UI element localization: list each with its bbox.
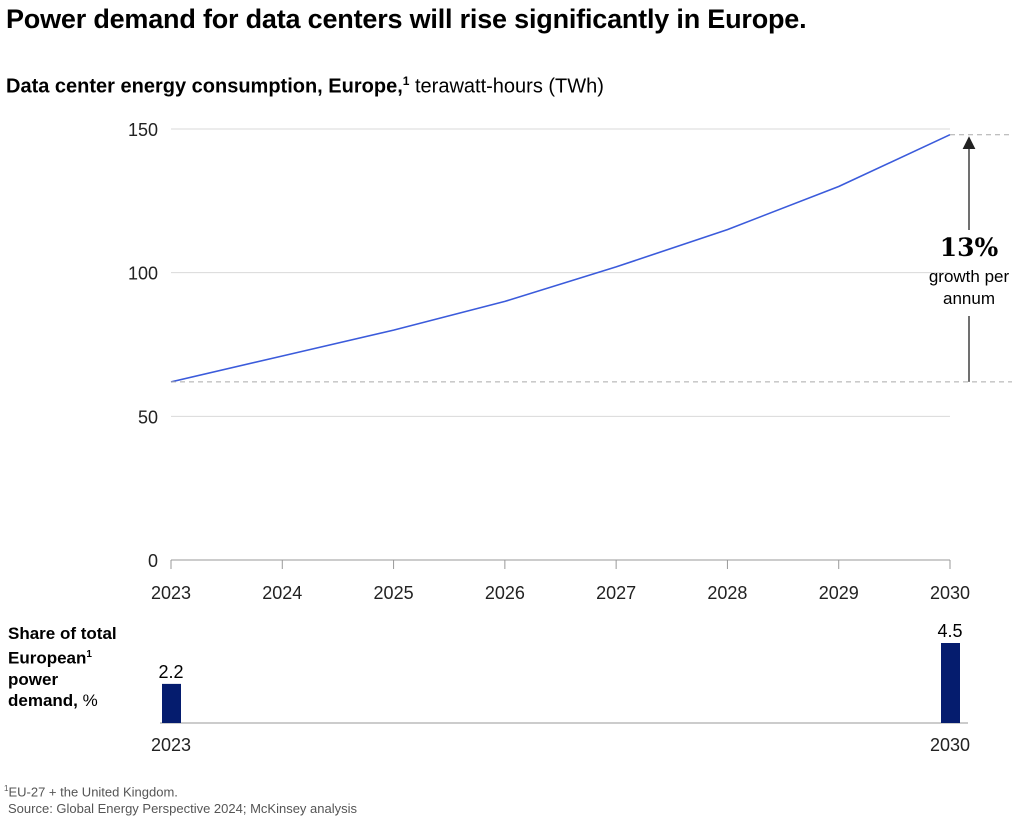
x-tick-label: 2025 bbox=[374, 583, 414, 603]
share-category-label: 2023 bbox=[151, 735, 191, 755]
x-tick-label: 2023 bbox=[151, 583, 191, 603]
share-title-line3: power bbox=[8, 669, 59, 689]
x-axis: 2023 2024 2025 2026 2027 2028 2029 2030 bbox=[151, 559, 970, 603]
share-value-label: 4.5 bbox=[937, 621, 962, 641]
subtitle-measure: Data center energy consumption, Europe, bbox=[6, 75, 403, 98]
grid-lines: 0 50 100 150 bbox=[128, 120, 950, 571]
x-tick-label: 2028 bbox=[707, 583, 747, 603]
x-tick-label: 2030 bbox=[930, 583, 970, 603]
chart-title: Power demand for data centers will rise … bbox=[6, 4, 807, 34]
x-tick-label: 2024 bbox=[262, 583, 302, 603]
y-tick-label: 50 bbox=[138, 407, 158, 427]
share-chart-title: Share of total European1 power demand, % bbox=[8, 623, 148, 711]
x-tick-label: 2029 bbox=[819, 583, 859, 603]
share-category-label: 2030 bbox=[930, 735, 970, 755]
x-tick-label: 2026 bbox=[485, 583, 525, 603]
y-tick-label: 150 bbox=[128, 120, 158, 140]
footnote-text: EU-27 + the United Kingdom. bbox=[8, 784, 178, 800]
line-series bbox=[170, 133, 951, 383]
series-line bbox=[170, 133, 951, 383]
share-value-label: 2.2 bbox=[158, 662, 183, 682]
subtitle-footnote-ref: 1 bbox=[402, 74, 410, 88]
x-tick-label: 2027 bbox=[596, 583, 636, 603]
share-title-line4: demand, bbox=[8, 690, 78, 710]
share-title-unit: % bbox=[77, 690, 98, 710]
share-bar-2023 bbox=[162, 683, 181, 723]
subtitle-unit: terawatt-hours (TWh) bbox=[409, 75, 604, 98]
share-title-line1: Share of total bbox=[8, 624, 117, 643]
growth-value: 13% bbox=[940, 233, 999, 262]
share-bars: 2.2 2023 4.5 2030 bbox=[151, 621, 970, 755]
growth-label-line1: growth per bbox=[929, 267, 1010, 286]
y-tick-label: 0 bbox=[148, 551, 158, 571]
share-title-footnote-ref: 1 bbox=[86, 649, 92, 660]
share-bar-2030 bbox=[941, 643, 960, 723]
footnote-marker: 1 bbox=[4, 784, 9, 793]
footnote: 1EU-27 + the United Kingdom. Source: Glo… bbox=[4, 780, 357, 817]
growth-label-line2: annum bbox=[943, 289, 995, 308]
share-title-line2: European bbox=[8, 648, 87, 668]
chart-subtitle: Data center energy consumption, Europe,1… bbox=[6, 74, 604, 99]
y-tick-label: 100 bbox=[128, 264, 158, 284]
source-note: Source: Global Energy Perspective 2024; … bbox=[8, 801, 358, 817]
growth-annotation: 13% growth per annum bbox=[171, 134, 1012, 383]
